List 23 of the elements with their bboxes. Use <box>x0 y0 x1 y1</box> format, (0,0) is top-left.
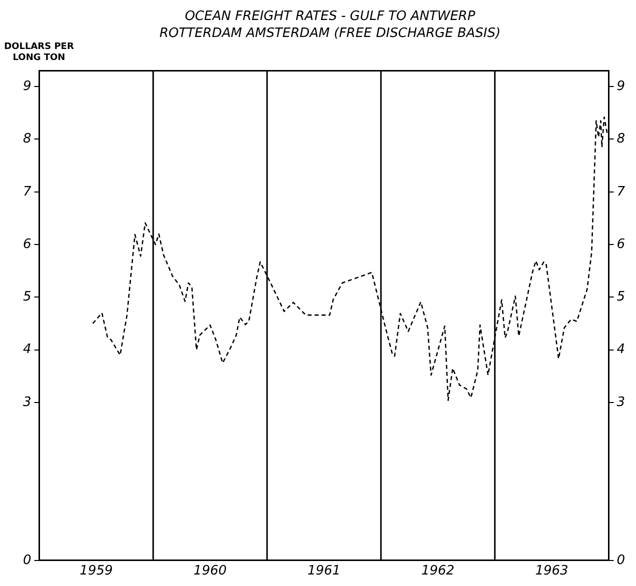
y-tick-label: 6 <box>22 236 32 252</box>
x-tick-label: 1963 <box>535 564 568 579</box>
y-tick-label: 4 <box>22 342 32 358</box>
y-tick-label: 9 <box>22 78 32 94</box>
y-axis-title: DOLLARS PER LONG TON <box>4 42 74 64</box>
y-tick-label: 5 <box>22 290 32 305</box>
y2-tick-label: 8 <box>616 132 626 147</box>
y-tick-label: 3 <box>22 394 32 410</box>
y2-tick-label: 0 <box>616 552 626 568</box>
y-tick-label: 7 <box>22 184 32 200</box>
y2-tick-label: 3 <box>616 394 626 410</box>
y2-tick-label: 6 <box>616 236 626 252</box>
y2-tick-label: 7 <box>616 184 626 200</box>
y2-tick-label: 5 <box>616 290 626 305</box>
x-tick-label: 1960 <box>194 564 227 579</box>
x-tick-label: 1962 <box>421 564 454 579</box>
x-tick-label: 1961 <box>307 564 341 579</box>
y2-tick-label: 9 <box>616 78 626 94</box>
y-tick-label: 0 <box>22 552 32 568</box>
y-tick-label: 8 <box>22 132 32 147</box>
y2-tick-label: 4 <box>616 342 626 358</box>
x-tick-label: 1959 <box>80 564 113 579</box>
chart-title: OCEAN FREIGHT RATES - GULF TO ANTWERP ROTTERDAM AMSTERDAM (FREE DISCHARGE BASIS) <box>158 8 502 42</box>
